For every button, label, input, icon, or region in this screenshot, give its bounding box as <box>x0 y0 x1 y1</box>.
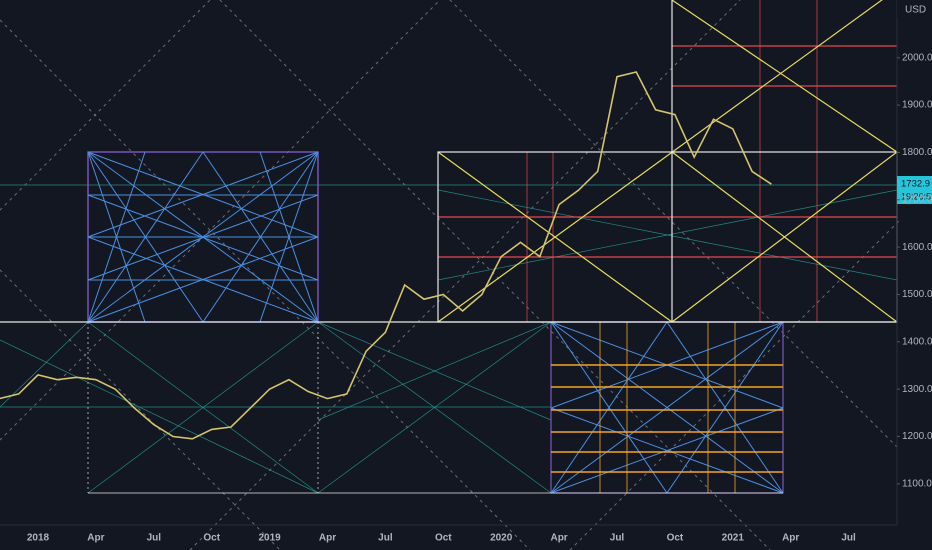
x-tick-label: Apr <box>782 533 799 544</box>
yellow-diagonal <box>437 151 673 323</box>
price-line-series <box>0 71 772 440</box>
x-tick-label: Oct <box>667 533 684 544</box>
yellow-diagonal <box>437 0 883 323</box>
x-tick-label: 2018 <box>27 533 50 544</box>
y-tick-label: 1400.0 <box>902 336 932 347</box>
y-tick-label: 1700.0 <box>902 194 932 205</box>
y-tick-label: 1600.0 <box>902 242 932 253</box>
y-tick-label: 1300.0 <box>902 384 932 395</box>
x-tick-label: Jul <box>147 533 162 544</box>
yellow-diagonal <box>671 0 898 153</box>
y-tick-label: 1900.0 <box>902 100 932 111</box>
box-line <box>550 407 784 494</box>
box-line <box>550 321 668 494</box>
fan-line <box>317 321 552 421</box>
fan-line <box>87 321 319 494</box>
x-tick-label: 2020 <box>490 533 513 544</box>
x-tick-label: Jul <box>610 533 625 544</box>
fan-line <box>0 339 319 494</box>
x-tick-label: Apr <box>87 533 104 544</box>
fan-line <box>317 321 552 494</box>
drawings <box>0 0 901 550</box>
yellow-diagonal <box>671 151 898 323</box>
y-tick-label: 2000.0 <box>902 52 932 63</box>
currency-label: USD <box>905 5 926 16</box>
currency-box <box>897 0 932 18</box>
box-line <box>550 321 784 494</box>
x-tick-label: Oct <box>435 533 452 544</box>
y-tick-label: 1500.0 <box>902 289 932 300</box>
y-tick-label: 1100.0 <box>902 478 932 489</box>
x-tick-label: Apr <box>319 533 336 544</box>
x-tick-label: Apr <box>550 533 567 544</box>
fan-line <box>0 321 89 408</box>
x-tick-label: Jul <box>841 533 856 544</box>
x-tick-label: 2021 <box>722 533 745 544</box>
y-tick-label: 1800.0 <box>902 147 932 158</box>
price-label-box <box>897 176 932 204</box>
x-tick-label: Jul <box>378 533 393 544</box>
x-tick-label: Oct <box>203 533 220 544</box>
dashed-diagonal <box>569 219 901 550</box>
last-price-label: 1732.9 <box>901 179 930 190</box>
y-tick-label: 1200.0 <box>902 431 932 442</box>
x-tick-label: 2019 <box>258 533 281 544</box>
time-label: 19:26:52 <box>901 191 932 201</box>
box-line <box>666 321 784 494</box>
fan-line <box>437 189 898 281</box>
dashed-diagonal <box>0 19 531 550</box>
dashed-diagonal <box>449 0 898 448</box>
dashed-diagonal <box>0 0 211 211</box>
